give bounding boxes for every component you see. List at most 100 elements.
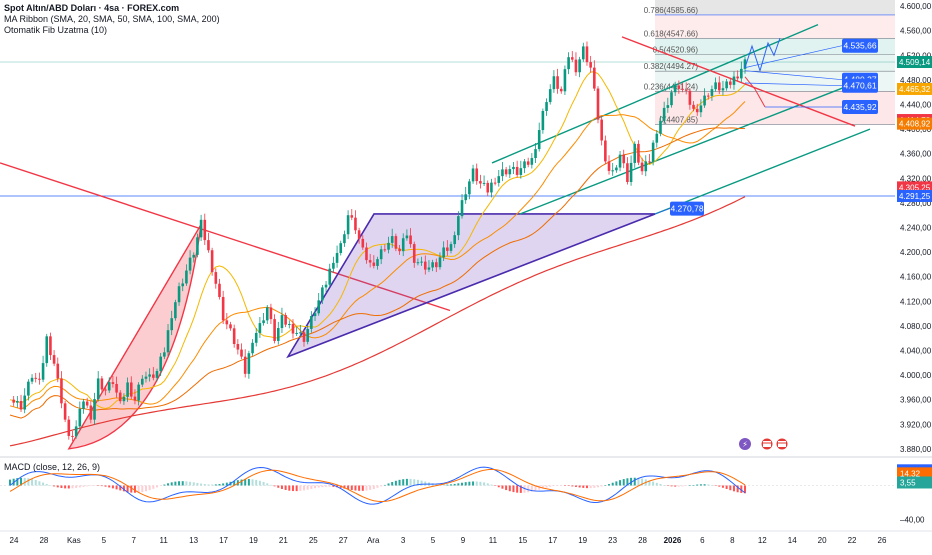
candle-body (211, 250, 214, 272)
candle-body (79, 409, 82, 427)
candle-body (170, 318, 173, 330)
candle-body (479, 181, 482, 183)
macd-histogram-bar (498, 486, 500, 488)
candle-body (475, 168, 478, 181)
macd-histogram-bar (424, 482, 426, 486)
price-tick-label: 3.920,00 (900, 420, 932, 429)
macd-histogram-bar (601, 486, 603, 487)
macd-histogram-bar (46, 484, 48, 486)
macd-histogram-bar (160, 486, 162, 487)
candle-body (722, 88, 725, 90)
macd-histogram-bar (27, 478, 29, 485)
macd-histogram-bar (413, 479, 415, 485)
macd-histogram-bar (325, 486, 327, 487)
candle-body (141, 379, 144, 385)
candle-body (567, 57, 570, 69)
candle-body (27, 382, 30, 396)
candle-body (226, 320, 229, 324)
fib-level-label: 0.786(4585.66) (644, 6, 699, 15)
candle-body (586, 46, 589, 62)
macd-histogram-bar (369, 486, 371, 490)
candle-body (395, 236, 398, 249)
time-tick-label: 5 (431, 536, 436, 545)
candle-body (56, 364, 59, 379)
macd-histogram-bar (707, 484, 709, 485)
candle-body (542, 111, 545, 130)
macd-histogram-bar (218, 484, 220, 485)
macd-histogram-bar (296, 486, 298, 492)
price-tick-label: 4.560,00 (900, 27, 932, 36)
macd-histogram-bar (354, 486, 356, 491)
macd-histogram-bar (156, 486, 158, 488)
candle-body (68, 420, 71, 436)
time-tick-label: 17 (548, 536, 557, 545)
candle-body (317, 300, 320, 313)
macd-histogram-bar (553, 486, 555, 487)
macd-histogram-bar (193, 482, 195, 485)
candle-body (450, 244, 453, 251)
macd-histogram-bar (391, 482, 393, 485)
time-tick-label: 26 (878, 536, 887, 545)
fib-extension-legend[interactable]: Otomatik Fib Uzatma (10) (4, 25, 220, 36)
macd-histogram-bar (358, 486, 360, 491)
candle-body (112, 382, 115, 384)
candle-body (233, 328, 236, 344)
macd-histogram-bar (395, 481, 397, 486)
candle-body (259, 323, 262, 333)
candle-body (134, 397, 137, 401)
candle-body (325, 285, 328, 288)
candle-body (670, 92, 673, 105)
time-tick-label: 12 (758, 536, 767, 545)
macd-histogram-bar (571, 486, 573, 487)
macd-histogram-bar (472, 481, 474, 485)
candle-body (611, 170, 614, 171)
candle-body (644, 161, 647, 171)
candle-body (119, 393, 122, 402)
macd-legend[interactable]: MACD (close, 12, 26, 9) (4, 462, 100, 473)
price-tick-label: 4.360,00 (900, 150, 932, 159)
candle-body (321, 287, 324, 300)
ma-ribbon-legend[interactable]: MA Ribbon (SMA, 20, SMA, 50, SMA, 100, S… (4, 14, 220, 25)
macd-histogram-bar (696, 485, 698, 486)
candle-body (207, 240, 210, 250)
time-tick-label: 20 (818, 536, 827, 545)
macd-histogram-bar (90, 486, 92, 487)
candle-body (262, 320, 265, 323)
candle-body (494, 183, 497, 184)
macd-histogram-bar (266, 483, 268, 485)
time-tick-label: 19 (578, 536, 587, 545)
candle-body (600, 120, 603, 141)
macd-histogram-bar (299, 486, 301, 491)
candle-body (281, 315, 284, 328)
candle-body (457, 216, 460, 235)
candle-body (123, 397, 126, 401)
candle-body (130, 382, 133, 396)
macd-histogram-bar (479, 482, 481, 486)
candle-body (575, 60, 578, 73)
candle-body (461, 200, 464, 216)
candle-body (189, 258, 192, 271)
macd-histogram-bar (292, 486, 294, 492)
candle-body (82, 402, 85, 409)
candle-body (266, 307, 269, 320)
purple-triangle (288, 214, 655, 357)
macd-histogram-bar (656, 483, 658, 486)
candle-body (115, 384, 118, 393)
macd-histogram-bar (461, 483, 463, 486)
macd-histogram-bar (604, 485, 606, 486)
macd-histogram-bar (68, 486, 70, 489)
candle-body (593, 68, 596, 89)
candle-body (663, 108, 666, 121)
candle-body (244, 357, 247, 374)
candle-body (674, 85, 677, 92)
candle-body (648, 161, 651, 162)
time-tick-label: Ara (367, 536, 380, 545)
macd-histogram-bar (200, 484, 202, 486)
candle-body (49, 336, 52, 355)
candle-body (578, 59, 581, 72)
candle-body (126, 382, 129, 396)
candle-body (387, 243, 390, 250)
candle-body (534, 149, 537, 158)
candle-body (237, 344, 240, 350)
